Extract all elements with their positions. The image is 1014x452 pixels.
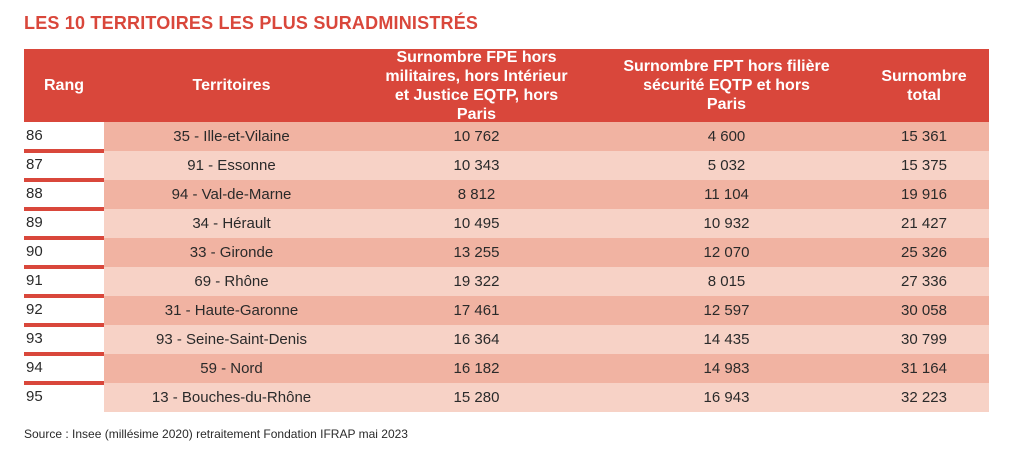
cell-fpt: 8 015 [707, 273, 746, 290]
header-total: Surnombre total [881, 67, 967, 104]
cell-rang: 93 [26, 330, 43, 347]
rank-underline [24, 294, 104, 298]
cell-territoire: 94 - Val-de-Marne [171, 186, 292, 203]
header-fpt: Surnombre FPT hors filière sécurité EQTP… [623, 58, 830, 113]
cell-territoire: 13 - Bouches-du-Rhône [151, 389, 312, 406]
cell-territoire: 31 - Haute-Garonne [164, 302, 299, 319]
header-fpe: Surnombre FPE hors militaires, hors Inté… [385, 48, 568, 123]
cell-total: 21 427 [901, 215, 947, 232]
table-row: 89 34 - Hérault 10 495 10 932 21 427 [24, 209, 989, 240]
row-band [104, 296, 989, 325]
rank-underline [24, 149, 104, 153]
row-band [104, 354, 989, 383]
row-band [104, 267, 989, 296]
cell-territoire: 34 - Hérault [192, 215, 271, 232]
table-row: 93 93 - Seine-Saint-Denis 16 364 14 435 … [24, 325, 989, 356]
cell-fpt: 10 932 [703, 215, 750, 232]
cell-total: 27 336 [901, 273, 947, 290]
cell-fpe: 10 762 [453, 128, 500, 145]
cell-total: 19 916 [901, 186, 947, 203]
cell-total: 15 361 [901, 128, 947, 145]
cell-fpt: 5 032 [707, 157, 746, 174]
row-band [104, 209, 989, 238]
cell-total: 25 326 [901, 244, 947, 261]
cell-territoire: 93 - Seine-Saint-Denis [156, 331, 307, 348]
cell-rang: 86 [26, 127, 43, 144]
cell-fpt: 12 597 [703, 302, 750, 319]
cell-total: 31 164 [901, 360, 947, 377]
cell-fpe: 16 182 [453, 360, 500, 377]
cell-territoire: 69 - Rhône [194, 273, 269, 290]
ranking-table: Rang Territoires Surnombre FPE hors mili… [24, 49, 989, 412]
cell-rang: 89 [26, 214, 43, 231]
cell-fpt: 11 104 [704, 186, 749, 203]
table-row: 92 31 - Haute-Garonne 17 461 12 597 30 0… [24, 296, 989, 327]
cell-territoire: 91 - Essonne [187, 157, 276, 174]
cell-fpe: 10 495 [453, 215, 500, 232]
table-row: 88 94 - Val-de-Marne 8 812 11 104 19 916 [24, 180, 989, 211]
row-band [104, 151, 989, 180]
cell-territoire: 59 - Nord [200, 360, 263, 377]
table-row: 90 33 - Gironde 13 255 12 070 25 326 [24, 238, 989, 269]
cell-rang: 95 [26, 388, 43, 405]
cell-fpt: 16 943 [703, 389, 750, 406]
cell-fpe: 16 364 [453, 331, 500, 348]
row-band [104, 122, 989, 151]
cell-rang: 94 [26, 359, 43, 376]
table-row: 87 91 - Essonne 10 343 5 032 15 375 [24, 151, 989, 182]
source-note: Source : Insee (millésime 2020) retraite… [24, 427, 408, 441]
rank-underline [24, 207, 104, 211]
cell-rang: 92 [26, 301, 43, 318]
rank-underline [24, 236, 104, 240]
page-title: LES 10 TERRITOIRES LES PLUS SURADMINISTR… [24, 13, 479, 33]
cell-fpe: 13 255 [453, 244, 500, 261]
rank-underline [24, 323, 104, 327]
rank-underline [24, 381, 104, 385]
cell-total: 32 223 [901, 389, 947, 406]
cell-territoire: 33 - Gironde [189, 244, 274, 261]
row-band [104, 325, 989, 354]
cell-fpe: 17 461 [453, 302, 500, 319]
table-row: 95 13 - Bouches-du-Rhône 15 280 16 943 3… [24, 383, 989, 412]
cell-fpt: 4 600 [707, 128, 746, 145]
cell-fpt: 14 983 [703, 360, 750, 377]
cell-rang: 91 [26, 272, 43, 289]
header-rang: Rang [44, 77, 84, 94]
table-body: 86 35 - Ille-et-Vilaine 10 762 4 600 15 … [24, 122, 989, 412]
cell-fpe: 19 322 [453, 273, 500, 290]
rank-underline [24, 265, 104, 269]
rank-underline [24, 352, 104, 356]
cell-total: 30 058 [901, 302, 947, 319]
cell-fpt: 12 070 [703, 244, 750, 261]
table-row: 94 59 - Nord 16 182 14 983 31 164 [24, 354, 989, 385]
cell-total: 15 375 [901, 157, 947, 174]
rank-underline [24, 178, 104, 182]
cell-rang: 90 [26, 243, 43, 260]
cell-territoire: 35 - Ille-et-Vilaine [173, 128, 290, 145]
table-header: Rang Territoires Surnombre FPE hors mili… [24, 48, 989, 123]
cell-fpe: 10 343 [453, 157, 500, 174]
row-band [104, 383, 989, 412]
cell-rang: 88 [26, 185, 43, 202]
table-row: 86 35 - Ille-et-Vilaine 10 762 4 600 15 … [24, 122, 989, 153]
row-band [104, 180, 989, 209]
header-territoires: Territoires [192, 77, 271, 94]
table-row: 91 69 - Rhône 19 322 8 015 27 336 [24, 267, 989, 298]
cell-fpe: 8 812 [457, 186, 496, 203]
cell-fpe: 15 280 [453, 389, 500, 406]
cell-total: 30 799 [901, 331, 947, 348]
cell-rang: 87 [26, 156, 43, 173]
row-band [104, 238, 989, 267]
cell-fpt: 14 435 [703, 331, 750, 348]
